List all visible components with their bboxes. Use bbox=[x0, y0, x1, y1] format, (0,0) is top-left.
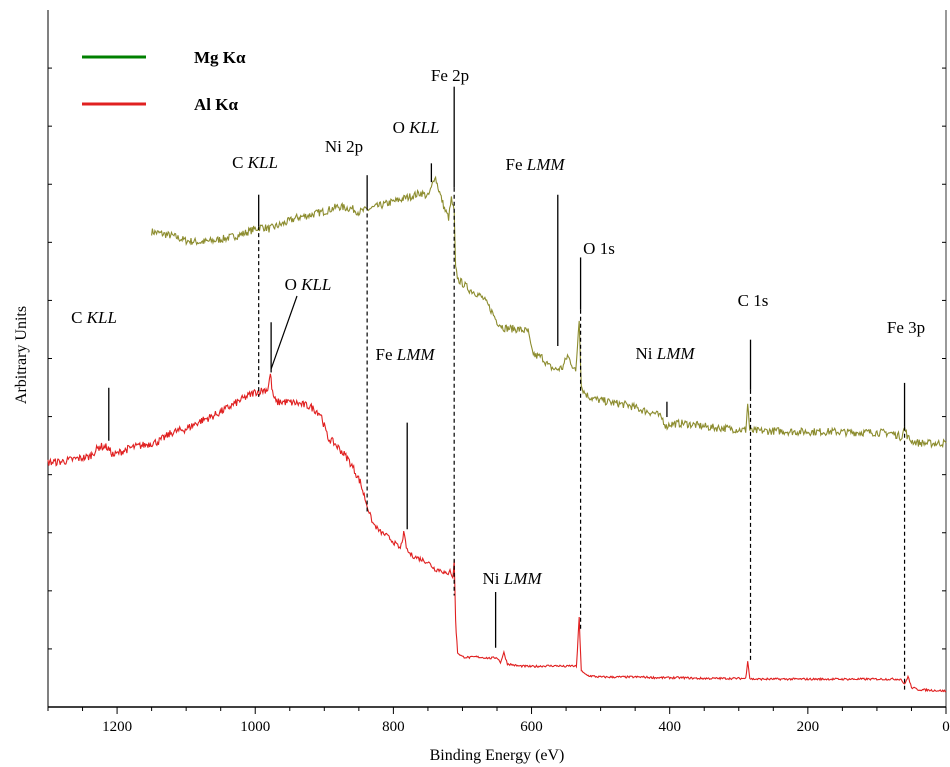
peak-label: Ni LMM bbox=[482, 569, 542, 588]
peak-label: O KLL bbox=[285, 275, 332, 294]
peak-label: Ni LMM bbox=[635, 344, 695, 363]
peak-label: Fe 2p bbox=[431, 66, 469, 85]
leader-line bbox=[270, 295, 298, 370]
series-layer bbox=[47, 175, 947, 693]
x-tick-label: 200 bbox=[797, 719, 820, 735]
y-axis-title: Arbitrary Units bbox=[13, 306, 30, 404]
x-axis: 1200 1000 800 600 400 200 0 bbox=[47, 707, 950, 735]
plot-area bbox=[47, 10, 947, 708]
peak-label: Fe LMM bbox=[375, 345, 435, 364]
legend-label: Al Kα bbox=[194, 95, 238, 114]
x-tick-label: 1200 bbox=[102, 719, 132, 735]
legend: Mg Kα Al Kα bbox=[82, 48, 246, 114]
series-mg-kalpha bbox=[151, 175, 947, 449]
legend-label: Mg Kα bbox=[194, 48, 246, 67]
peak-label: C KLL bbox=[71, 308, 117, 327]
y-axis bbox=[48, 67, 946, 650]
peak-label: Fe 3p bbox=[887, 318, 925, 337]
peak-label: Fe LMM bbox=[505, 155, 565, 174]
x-tick-label: 1000 bbox=[240, 719, 270, 735]
peak-label: Ni 2p bbox=[325, 137, 363, 156]
x-tick-label: 600 bbox=[520, 719, 543, 735]
peak-dashed-lines bbox=[258, 187, 906, 690]
peak-label: C KLL bbox=[232, 153, 278, 172]
peak-annotations: C KLL Ni 2p O KLL Fe 2p Fe LMM O 1s Ni LMM C 1s… bbox=[71, 66, 925, 648]
peak-label: O KLL bbox=[393, 118, 440, 137]
x-tick-label: 400 bbox=[658, 719, 681, 735]
peak-label: O 1s bbox=[583, 239, 615, 258]
series-al-kalpha bbox=[47, 373, 947, 693]
x-tick-label: 800 bbox=[382, 719, 405, 735]
x-axis-title: Binding Energy (eV) bbox=[430, 747, 565, 764]
peak-label: C 1s bbox=[738, 291, 769, 310]
x-tick-label: 0 bbox=[942, 719, 950, 735]
